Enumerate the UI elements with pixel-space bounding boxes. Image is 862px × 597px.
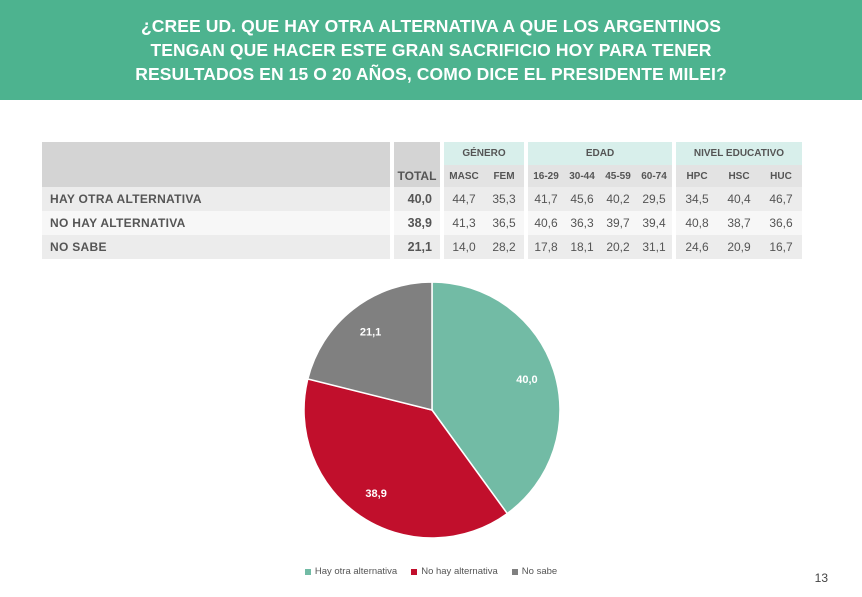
col-hpc: HPC [676,165,718,187]
col-45-59: 45-59 [600,165,636,187]
row-total: 40,0 [394,187,440,211]
cell-masc: 14,0 [444,235,484,259]
cell-16-29: 17,8 [528,235,564,259]
total-header-top [394,142,440,165]
row-label: HAY OTRA ALTERNATIVA [42,187,390,211]
cell-fem: 28,2 [484,235,524,259]
row-total: 38,9 [394,211,440,235]
cell-hpc: 40,8 [676,211,718,235]
col-30-44: 30-44 [564,165,600,187]
cell-fem: 36,5 [484,211,524,235]
cell-30-44: 18,1 [564,235,600,259]
cell-45-59: 40,2 [600,187,636,211]
col-60-74: 60-74 [636,165,672,187]
legend-label: No sabe [521,566,558,577]
legend-item: No sabe [511,566,558,577]
row-label: NO HAY ALTERNATIVA [42,211,390,235]
cell-fem: 35,3 [484,187,524,211]
group-genero: GÉNERO [444,142,524,165]
cell-masc: 41,3 [444,211,484,235]
cell-45-59: 39,7 [600,211,636,235]
table-row: NO HAY ALTERNATIVA 38,9 41,3 36,5 40,6 3… [42,211,802,235]
cell-hsc: 20,9 [718,235,760,259]
pie-slice [306,281,433,411]
cell-huc: 46,7 [760,187,802,211]
legend-swatch [304,568,311,575]
col-fem: FEM [484,165,524,187]
group-edad: EDAD [528,142,672,165]
row-label: NO SABE [42,235,390,259]
chart-legend: Hay otra alternativa No hay alternativa … [0,566,862,577]
pie-slice [431,281,561,515]
legend-item: Hay otra alternativa [304,566,398,577]
corner-cell [42,142,390,187]
cell-huc: 36,6 [760,211,802,235]
title-line-2: TENGAN QUE HACER ESTE GRAN SACRIFICIO HO… [150,40,712,60]
page-title: ¿CREE UD. QUE HAY OTRA ALTERNATIVA A QUE… [135,14,727,86]
cell-hsc: 38,7 [718,211,760,235]
cell-hsc: 40,4 [718,187,760,211]
col-masc: MASC [444,165,484,187]
table-row: NO SABE 21,1 14,0 28,2 17,8 18,1 20,2 31… [42,235,802,259]
col-total: TOTAL [394,165,440,187]
col-huc: HUC [760,165,802,187]
cell-60-74: 31,1 [636,235,672,259]
col-hsc: HSC [718,165,760,187]
column-header-row: TOTAL MASC FEM 16-29 30-44 45-59 60-74 H… [42,165,802,187]
group-header-row: GÉNERO EDAD NIVEL EDUCATIVO [42,142,802,187]
pie-data-label: 38,9 [365,488,386,500]
pie-data-label: 40,0 [516,374,537,386]
cell-45-59: 20,2 [600,235,636,259]
legend-swatch [411,568,418,575]
cell-30-44: 36,3 [564,211,600,235]
crosstab-table: GÉNERO EDAD NIVEL EDUCATIVO TOTAL MASC F… [42,142,802,259]
cell-30-44: 45,6 [564,187,600,211]
col-16-29: 16-29 [528,165,564,187]
legend-item: No hay alternativa [411,566,498,577]
pie-chart: 40,0 38,9 21,1 [303,281,561,539]
cell-16-29: 40,6 [528,211,564,235]
cell-huc: 16,7 [760,235,802,259]
title-banner: ¿CREE UD. QUE HAY OTRA ALTERNATIVA A QUE… [0,0,862,100]
cell-16-29: 41,7 [528,187,564,211]
row-total: 21,1 [394,235,440,259]
cell-60-74: 29,5 [636,187,672,211]
pie-slice [303,378,509,539]
legend-label: Hay otra alternativa [314,566,398,577]
cell-60-74: 39,4 [636,211,672,235]
pie-data-label: 21,1 [360,326,381,338]
legend-swatch [511,568,518,575]
group-nivel-educativo: NIVEL EDUCATIVO [676,142,802,165]
page-number: 13 [814,571,828,585]
legend-label: No hay alternativa [421,566,498,577]
title-line-1: ¿CREE UD. QUE HAY OTRA ALTERNATIVA A QUE… [140,16,722,36]
cell-hpc: 24,6 [676,235,718,259]
table-row: HAY OTRA ALTERNATIVA 40,0 44,7 35,3 41,7… [42,187,802,211]
cell-masc: 44,7 [444,187,484,211]
title-line-3: RESULTADOS EN 15 O 20 AÑOS, COMO DICE EL… [135,64,727,84]
cell-hpc: 34,5 [676,187,718,211]
